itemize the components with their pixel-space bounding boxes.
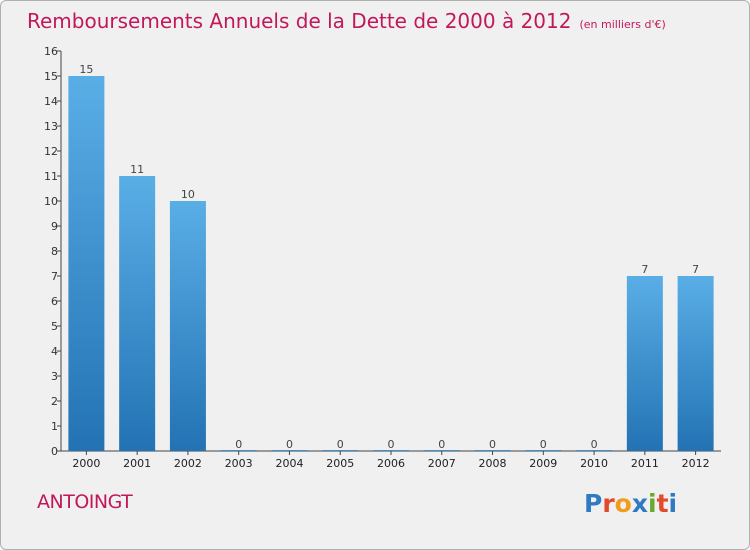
y-tick-label: 1 <box>51 420 58 433</box>
chart-title: Remboursements Annuels de la Dette de 20… <box>27 9 666 33</box>
data-label-2005: 0 <box>337 438 344 451</box>
unit-label: (en milliers d'€) <box>579 18 666 31</box>
y-tick-label: 12 <box>44 145 58 158</box>
x-tick-label: 2003 <box>225 457 253 470</box>
title-text: Remboursements Annuels de la Dette de 20… <box>27 9 572 33</box>
region-name: ANTOINGT <box>37 491 133 513</box>
x-tick-label: 2000 <box>72 457 100 470</box>
y-tick-label: 15 <box>44 70 58 83</box>
data-label-2007: 0 <box>438 438 445 451</box>
y-tick-label: 11 <box>44 170 58 183</box>
proxiti-logo: Proxiti <box>584 489 677 518</box>
data-label-2002: 10 <box>181 188 195 201</box>
bar-2011 <box>626 276 663 451</box>
x-tick-label: 2004 <box>275 457 303 470</box>
y-tick-label: 4 <box>51 345 58 358</box>
y-tick-label: 6 <box>51 295 58 308</box>
data-label-2006: 0 <box>388 438 395 451</box>
bar-2003 <box>220 450 257 451</box>
bar-2012 <box>677 276 714 451</box>
logo-letter: P <box>584 489 603 518</box>
logo-letter: t <box>656 489 669 518</box>
y-tick-label: 10 <box>44 195 58 208</box>
bar-2009 <box>525 450 562 451</box>
bar-2000 <box>68 76 105 451</box>
logo-letter: x <box>631 489 648 518</box>
bar-2005 <box>322 450 359 451</box>
y-tick-label: 9 <box>51 220 58 233</box>
logo-letter: r <box>602 489 615 518</box>
data-label-2008: 0 <box>489 438 496 451</box>
y-tick-label: 13 <box>44 120 58 133</box>
data-label-2011: 7 <box>641 263 648 276</box>
bar-2004 <box>271 450 308 451</box>
y-tick-label: 2 <box>51 395 58 408</box>
x-tick-label: 2010 <box>580 457 608 470</box>
y-tick-label: 7 <box>51 270 58 283</box>
bar-2001 <box>119 176 156 451</box>
data-label-2003: 0 <box>235 438 242 451</box>
x-tick-label: 2008 <box>479 457 507 470</box>
y-tick-label: 3 <box>51 370 58 383</box>
data-label-2012: 7 <box>692 263 699 276</box>
y-tick-label: 8 <box>51 245 58 258</box>
logo-letter: o <box>614 489 632 518</box>
y-tick-label: 5 <box>51 320 58 333</box>
logo-letter: i <box>648 489 657 518</box>
x-tick-label: 2006 <box>377 457 405 470</box>
x-tick-label: 2009 <box>529 457 557 470</box>
bar-2010 <box>576 450 613 451</box>
y-tick-label: 16 <box>44 45 58 58</box>
bar-2007 <box>423 450 460 451</box>
y-tick-label: 14 <box>44 95 58 108</box>
bar-2002 <box>169 201 206 451</box>
data-label-2000: 15 <box>79 63 93 76</box>
data-label-2001: 11 <box>130 163 144 176</box>
x-tick-label: 2007 <box>428 457 456 470</box>
x-tick-label: 2011 <box>631 457 659 470</box>
logo-letter: i <box>668 489 678 518</box>
data-label-2010: 0 <box>591 438 598 451</box>
bar-2006 <box>373 450 409 451</box>
x-tick-label: 2002 <box>174 457 202 470</box>
x-tick-label: 2005 <box>326 457 354 470</box>
bar-2008 <box>474 450 511 451</box>
data-label-2009: 0 <box>540 438 547 451</box>
data-label-2004: 0 <box>286 438 293 451</box>
x-tick-label: 2012 <box>682 457 710 470</box>
x-tick-label: 2001 <box>123 457 151 470</box>
y-tick-label: 0 <box>51 445 58 458</box>
